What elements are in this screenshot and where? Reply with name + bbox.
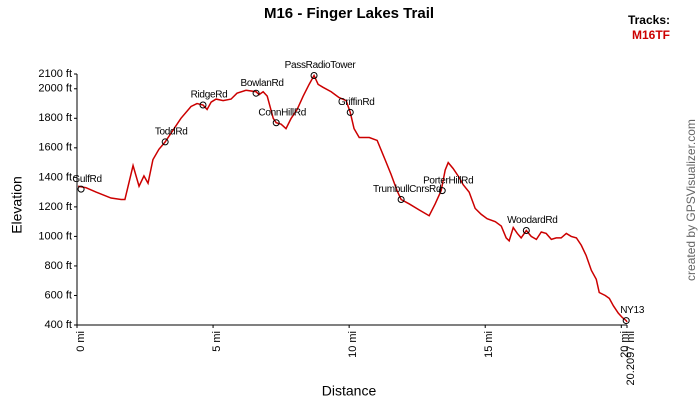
waypoint-label: GriffinRd xyxy=(338,97,375,108)
y-tick-label: 1200 ft xyxy=(38,201,72,213)
y-tick-label: 1000 ft xyxy=(38,230,72,242)
waypoint-label: BowlanRd xyxy=(240,78,283,89)
y-tick-label: 1800 ft xyxy=(38,112,72,124)
waypoint-label: WoodardRd xyxy=(507,215,557,226)
waypoint-marker xyxy=(272,119,280,127)
waypoint-label: RidgeRd xyxy=(191,90,228,101)
waypoint-label: PassRadioTower xyxy=(285,60,357,71)
legend-title: Tracks: xyxy=(628,13,670,27)
waypoint-label: TrumbullCnrsRd xyxy=(373,184,441,195)
y-tick-label: 800 ft xyxy=(44,260,72,272)
legend-entry: M16TF xyxy=(632,28,670,42)
y-tick-label: 1600 ft xyxy=(38,142,72,154)
y-tick-label: 2100 ft xyxy=(38,68,72,80)
waypoint-marker xyxy=(622,317,630,325)
waypoint-marker xyxy=(199,101,207,109)
y-tick-label: 2000 ft xyxy=(38,83,72,95)
y-axis-label: Elevation xyxy=(9,176,25,234)
x-tick-label: 15 mi xyxy=(483,331,495,358)
waypoint-marker xyxy=(161,138,169,146)
waypoint-label: NY13 xyxy=(620,305,645,316)
waypoint-marker xyxy=(346,108,354,116)
x-tick-label: 0 mi xyxy=(75,331,87,352)
y-tick-label: 1400 ft xyxy=(38,171,72,183)
credit: created by GPSVisualizer.com xyxy=(684,119,698,281)
x-axis-label: Distance xyxy=(322,383,377,399)
x-tick-label: 5 mi xyxy=(211,331,223,352)
x-tick-label: 20 mi xyxy=(619,331,631,358)
elevation-line xyxy=(77,73,628,323)
x-tick-label: 20.2097 mi xyxy=(625,331,637,385)
waypoint-label: ToddRd xyxy=(155,127,188,138)
waypoint-marker xyxy=(438,187,446,195)
waypoint-marker xyxy=(310,71,318,79)
chart-title: M16 - Finger Lakes Trail xyxy=(264,5,434,22)
x-tick-label: 10 mi xyxy=(347,331,359,358)
waypoint-label: ConnHillRd xyxy=(258,107,306,118)
waypoint-label: GulfRd xyxy=(72,174,101,185)
waypoint-label: PorterHillRd xyxy=(423,175,473,186)
waypoint-marker xyxy=(397,196,405,203)
waypoint-marker xyxy=(252,89,260,97)
y-tick-label: 600 ft xyxy=(44,289,72,301)
y-tick-label: 400 ft xyxy=(44,319,72,331)
waypoint-marker xyxy=(522,227,530,235)
waypoint-marker xyxy=(77,185,85,193)
